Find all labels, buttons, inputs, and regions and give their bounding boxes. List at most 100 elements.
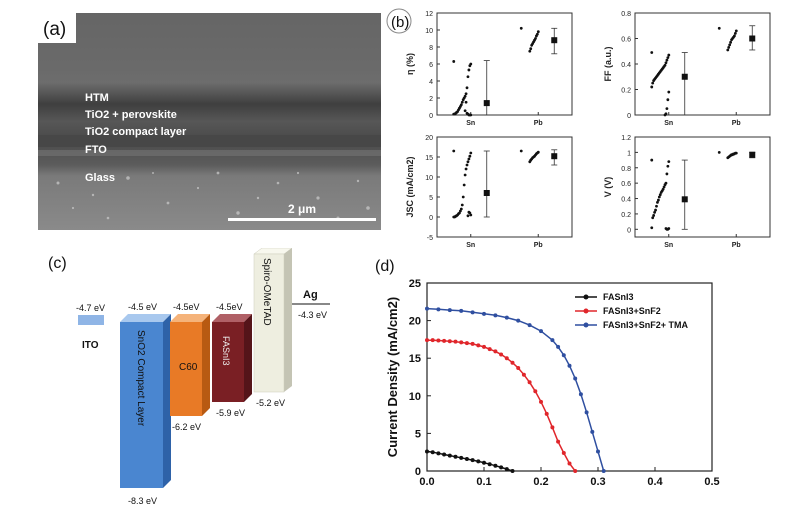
y-axis-label: JSC (mA/cm2) bbox=[405, 156, 415, 217]
panel-a-label: (a) bbox=[43, 19, 66, 40]
series-marker bbox=[476, 459, 481, 464]
spiro-block bbox=[253, 253, 285, 393]
sem-image: (a) HTM TiO2 + perovskite TiO2 compact l… bbox=[38, 13, 381, 230]
y-tick-label: 10 bbox=[425, 28, 433, 35]
y-tick-label: 0 bbox=[415, 466, 421, 478]
data-point-sn bbox=[465, 163, 469, 167]
y-tick-label: 0.2 bbox=[621, 88, 631, 95]
series-marker bbox=[521, 372, 526, 377]
x-tick-label: Sn bbox=[664, 120, 673, 127]
panel-b-label-ring bbox=[386, 8, 412, 34]
sno2-top bbox=[120, 314, 171, 322]
data-point-sn bbox=[468, 154, 472, 158]
series-marker bbox=[590, 429, 595, 434]
data-point-sn bbox=[663, 183, 667, 187]
data-point-pb bbox=[726, 156, 730, 160]
data-point-sn bbox=[653, 210, 656, 214]
legend-marker bbox=[583, 308, 589, 314]
ag-name: Ag bbox=[303, 289, 318, 301]
y-tick-label: 25 bbox=[409, 278, 421, 290]
data-point-sn bbox=[666, 164, 670, 168]
series-marker bbox=[447, 339, 452, 344]
plot-frame bbox=[426, 282, 713, 472]
series-marker bbox=[459, 308, 464, 313]
mean-marker-sn bbox=[483, 100, 490, 107]
data-point-pb bbox=[729, 40, 733, 44]
data-point-pb bbox=[733, 32, 737, 35]
data-point-sn bbox=[652, 79, 656, 82]
data-point-sn bbox=[651, 216, 655, 220]
data-point-sn bbox=[652, 214, 656, 217]
y-tick-label: 8 bbox=[429, 45, 433, 52]
y-tick-label: 0.4 bbox=[621, 62, 631, 69]
data-point-sn bbox=[667, 53, 671, 57]
c60-top bbox=[170, 314, 210, 322]
series-marker bbox=[561, 353, 566, 358]
series-marker bbox=[556, 439, 561, 444]
data-point-sn bbox=[665, 172, 669, 176]
series-marker bbox=[573, 469, 578, 473]
x-tick-label: 0.5 bbox=[704, 476, 719, 488]
mean-marker-sn bbox=[681, 196, 688, 203]
data-point-sn bbox=[466, 75, 470, 79]
y-tick-label: 5 bbox=[429, 195, 433, 202]
sno2-bottom-level: -8.3 eV bbox=[128, 496, 157, 506]
series-marker bbox=[453, 339, 458, 344]
data-point-sn bbox=[650, 85, 654, 89]
data-point-sn bbox=[662, 185, 666, 189]
series-marker bbox=[436, 338, 441, 343]
data-point-sn bbox=[650, 158, 654, 162]
data-point-sn bbox=[650, 51, 654, 54]
x-tick-label: 0.3 bbox=[590, 476, 605, 488]
data-point-sn bbox=[657, 195, 661, 199]
ito-level: -4.7 eV bbox=[76, 303, 105, 313]
series-marker bbox=[430, 450, 435, 455]
mean-marker-pb bbox=[551, 37, 558, 44]
legend-label: FASnI3+SnF2+ TMA bbox=[603, 320, 689, 330]
series-marker bbox=[596, 449, 600, 454]
sno2-block bbox=[120, 322, 163, 488]
y-tick-label: 1 bbox=[627, 150, 631, 157]
series-marker bbox=[573, 376, 578, 381]
ito-name: ITO bbox=[82, 340, 99, 351]
subplot-b-top-left: 0 2 4 6 8 10 12 Sn Pb η (%) bbox=[405, 11, 573, 127]
legend-marker bbox=[583, 294, 589, 300]
data-point-sn bbox=[469, 151, 473, 155]
panel-d-plot: (d) 0.0 0.1 0.2 0.3 0.4 0.5 0 5 10 15 20 25 Current … bbox=[375, 258, 720, 488]
subplot-frame bbox=[634, 136, 771, 238]
x-tick-label: Pb bbox=[732, 120, 741, 127]
series-marker bbox=[430, 338, 435, 343]
series-line bbox=[426, 450, 513, 472]
data-point-sn bbox=[651, 81, 655, 85]
data-point-sn bbox=[464, 167, 468, 171]
glass-speckles bbox=[56, 171, 370, 220]
layer-tio2-perovskite: TiO2 + perovskite bbox=[85, 109, 177, 121]
y-axis-label: η (%) bbox=[405, 53, 415, 75]
data-point-sn bbox=[667, 160, 671, 164]
data-point-sn bbox=[465, 86, 469, 90]
data-point-sn bbox=[656, 200, 659, 204]
series-marker bbox=[487, 347, 492, 352]
data-point-pb bbox=[528, 49, 532, 53]
y-tick-label: 12 bbox=[425, 11, 433, 18]
data-point-sn bbox=[467, 210, 471, 214]
data-point-sn bbox=[665, 107, 669, 111]
panel-a: (a) HTM TiO2 + perovskite TiO2 compact l… bbox=[38, 13, 381, 230]
series-1: FASnI3+SnF2 bbox=[425, 306, 661, 473]
data-point-sn bbox=[656, 198, 660, 202]
mean-marker-sn bbox=[681, 73, 688, 80]
subplot-b-bottom-left: -5 0 5 10 15 20 Sn Pb JSC (mA/cm2) bbox=[405, 135, 573, 249]
data-point-pb bbox=[717, 26, 721, 30]
series-marker bbox=[425, 449, 429, 454]
series-marker bbox=[436, 451, 441, 456]
fasni3-bottom-level: -5.9 eV bbox=[216, 408, 245, 418]
y-tick-label: 0.6 bbox=[621, 37, 631, 44]
panel-c-label: (c) bbox=[48, 255, 67, 272]
data-point-sn bbox=[665, 58, 669, 62]
series-marker bbox=[504, 356, 509, 361]
subplot-b-top-right: 0 0.2 0.4 0.6 0.8 Sn Pb FF (a.u.) bbox=[603, 11, 771, 127]
subplot-frame bbox=[634, 12, 771, 116]
series-marker bbox=[516, 318, 521, 323]
layer-tio2-compact: TiO2 compact layer bbox=[85, 126, 187, 138]
c60-side bbox=[202, 314, 210, 416]
